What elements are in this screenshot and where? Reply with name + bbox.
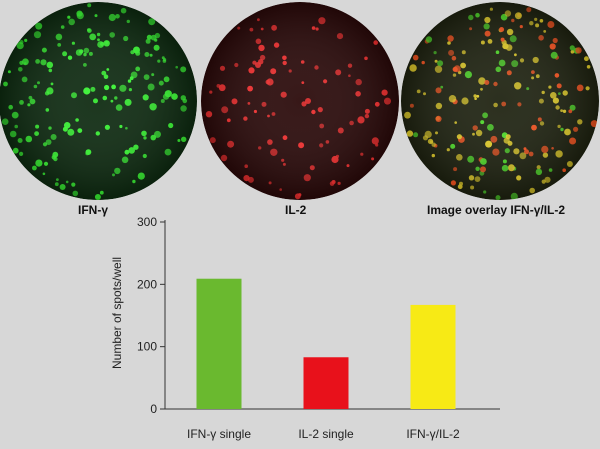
well-ifn-gamma bbox=[0, 2, 197, 200]
x-tick-label: IL-2 single bbox=[298, 427, 354, 441]
well-label-overlay: Image overlay IFN-γ/IL-2 bbox=[427, 203, 566, 217]
y-tick-label: 300 bbox=[137, 215, 157, 229]
y-tick-label: 0 bbox=[150, 402, 157, 416]
well-label-il-2: IL-2 bbox=[285, 203, 307, 217]
y-axis-label: Number of spots/well bbox=[110, 257, 124, 369]
well-shading bbox=[0, 2, 197, 200]
well-overlay bbox=[401, 2, 599, 200]
bar bbox=[303, 357, 349, 409]
x-tick-label: IFN-γ/IL-2 bbox=[406, 427, 460, 441]
x-tick-labels: IFN-γ single IL-2 single IFN-γ/IL-2 bbox=[187, 427, 460, 441]
well-shading bbox=[201, 2, 399, 200]
y-tick-label: 100 bbox=[137, 340, 157, 354]
well-label-ifn-gamma: IFN-γ bbox=[78, 203, 108, 217]
y-tick-label: 200 bbox=[137, 277, 157, 291]
y-ticks: 0 100 200 300 bbox=[137, 215, 165, 416]
bars bbox=[196, 278, 456, 409]
well-il-2 bbox=[201, 2, 399, 200]
bar bbox=[410, 304, 456, 409]
bar bbox=[196, 278, 242, 409]
well-images bbox=[0, 2, 599, 200]
x-tick-label: IFN-γ single bbox=[187, 427, 251, 441]
well-shading bbox=[401, 2, 599, 200]
